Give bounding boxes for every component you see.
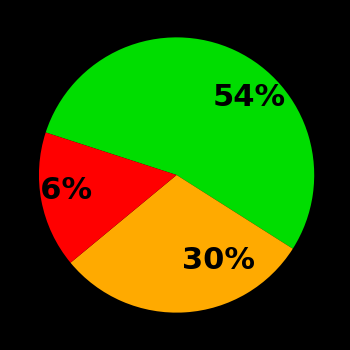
Text: 16%: 16% bbox=[20, 176, 93, 205]
Text: 30%: 30% bbox=[182, 246, 255, 275]
Wedge shape bbox=[46, 37, 314, 249]
Text: 54%: 54% bbox=[213, 83, 286, 112]
Wedge shape bbox=[71, 175, 293, 313]
Wedge shape bbox=[39, 132, 177, 263]
